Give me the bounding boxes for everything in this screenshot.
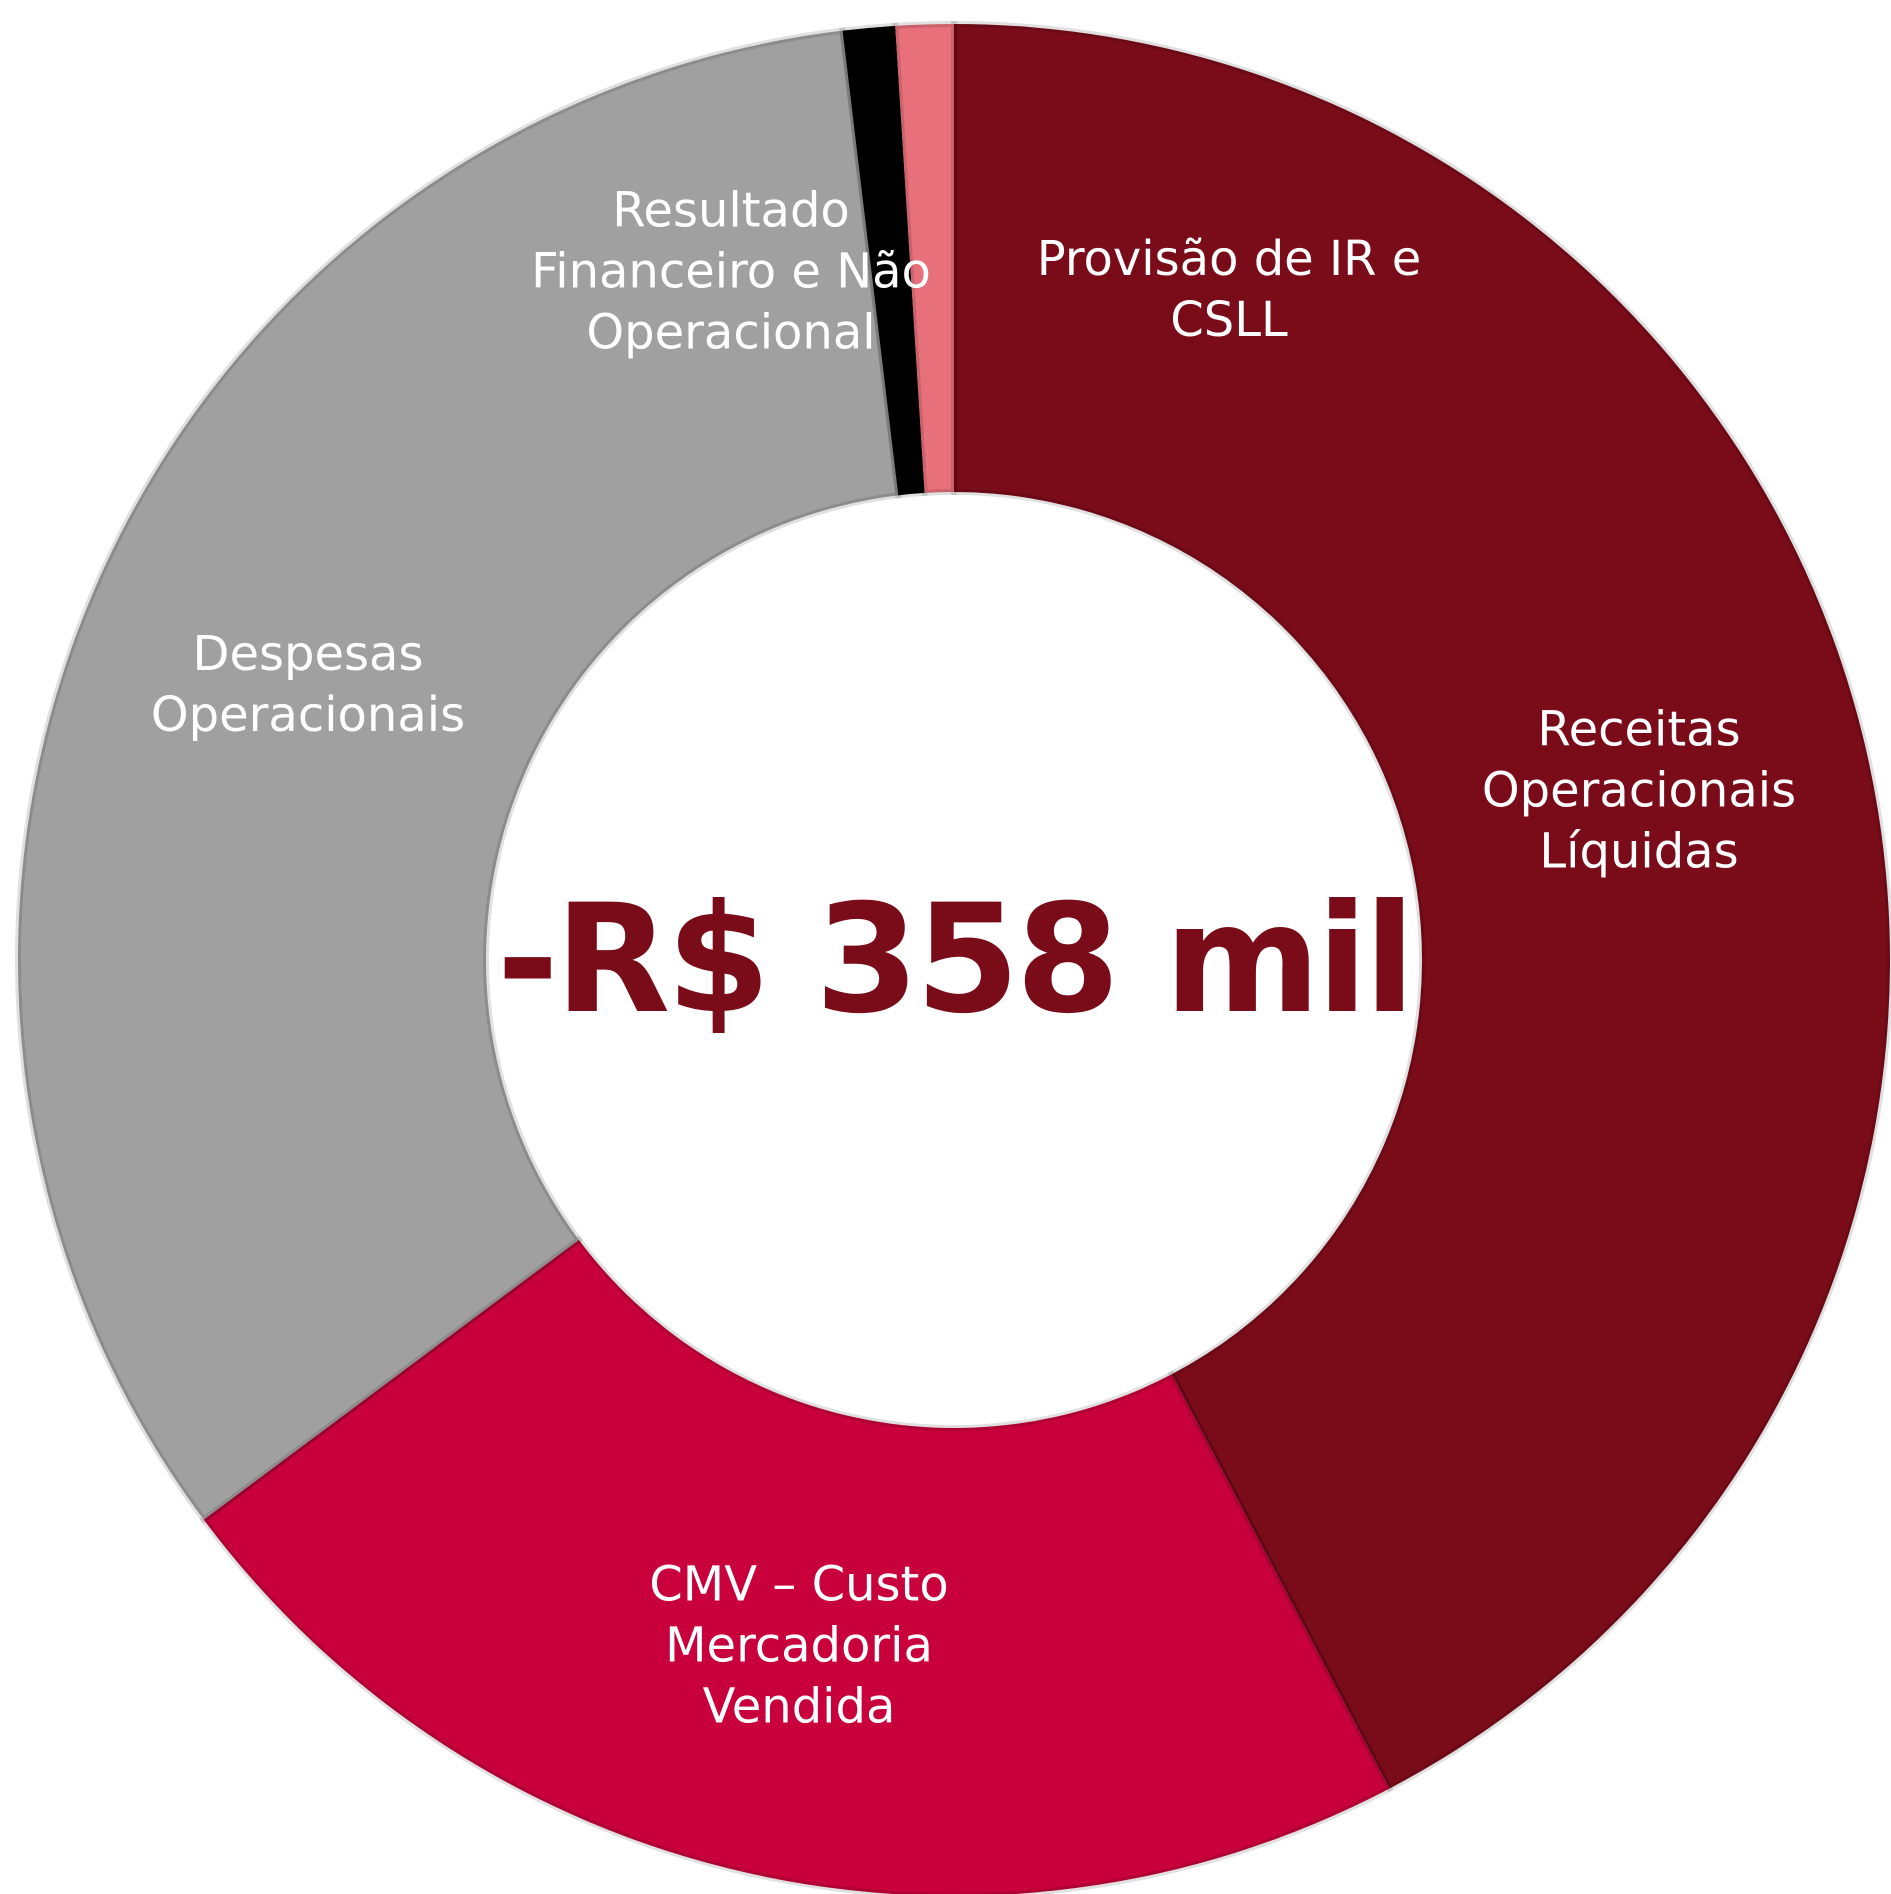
donut-slice	[15, 27, 902, 1524]
slice-label: Provisão de IR e CSLL	[1036, 231, 1422, 348]
center-label: -R$ 358 mil	[496, 873, 1416, 1047]
slice-label: CMV – Custo Mercadoria Vendida	[649, 1556, 949, 1735]
slice-label: Receitas Operacionais Líquidas	[1481, 701, 1797, 880]
donut-slice	[199, 1235, 1394, 1894]
donut-slice	[951, 20, 1891, 1793]
donut-slice	[892, 20, 957, 497]
slice-label: Despesas Operacionais	[150, 626, 466, 743]
slice-label: Resultado Financeiro e Não Operacional	[531, 182, 931, 361]
